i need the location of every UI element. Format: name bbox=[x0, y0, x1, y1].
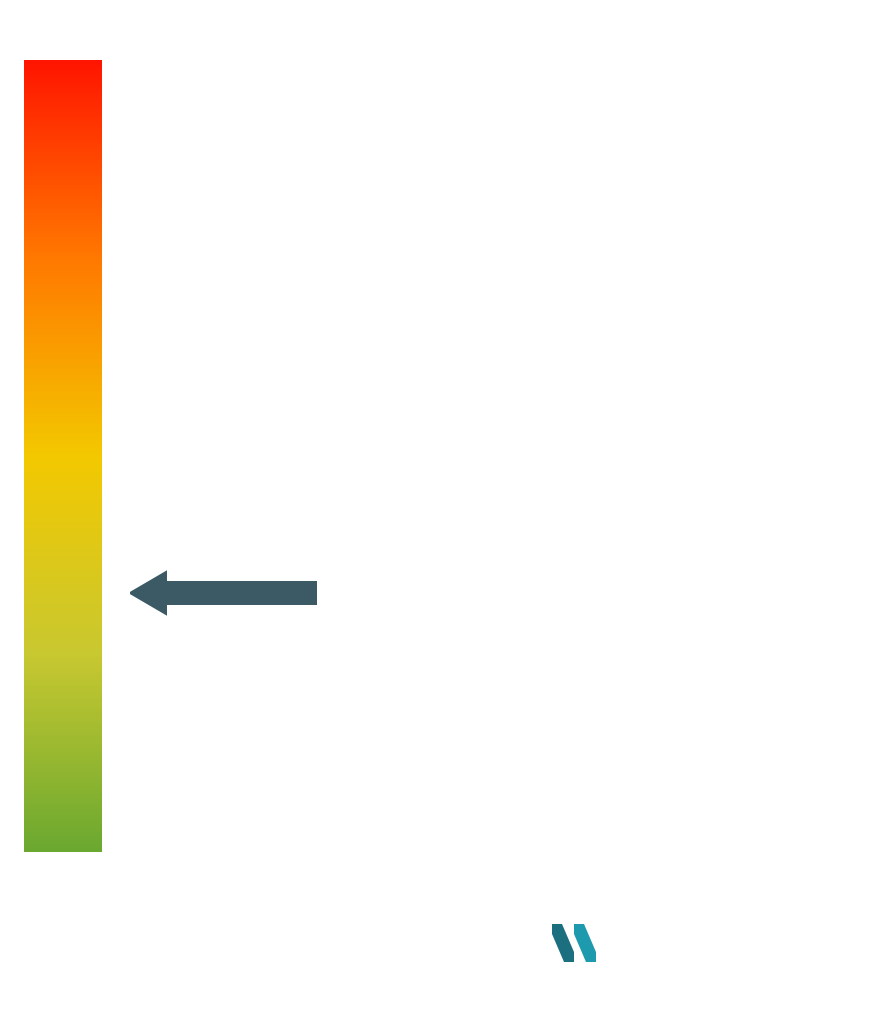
gradient-scale-bar bbox=[24, 60, 102, 852]
arrow-left-icon bbox=[130, 570, 318, 616]
logo-icon bbox=[552, 924, 596, 962]
brand-logo bbox=[552, 924, 602, 962]
indicator-arrow bbox=[130, 570, 318, 621]
